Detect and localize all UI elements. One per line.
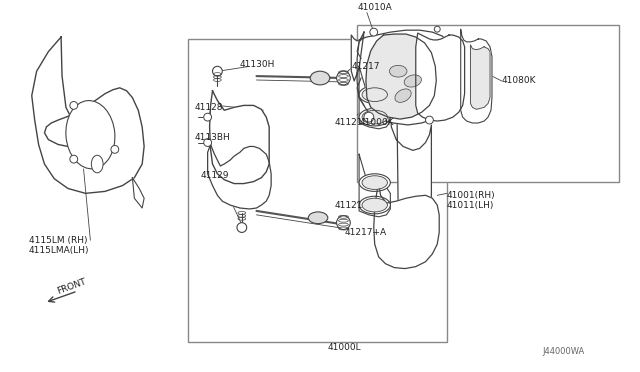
Circle shape <box>204 113 212 121</box>
Polygon shape <box>132 178 144 208</box>
Text: 41080K: 41080K <box>502 77 536 86</box>
Ellipse shape <box>362 198 387 212</box>
Text: 41217+A: 41217+A <box>344 228 387 237</box>
Ellipse shape <box>310 71 330 85</box>
Text: 41000K: 41000K <box>360 119 395 128</box>
Polygon shape <box>359 66 390 129</box>
Polygon shape <box>359 154 390 217</box>
Circle shape <box>212 66 222 76</box>
Polygon shape <box>416 33 465 121</box>
Ellipse shape <box>359 86 390 103</box>
Text: 4115LMA(LH): 4115LMA(LH) <box>29 246 90 254</box>
Circle shape <box>111 145 118 153</box>
Circle shape <box>435 26 440 32</box>
Text: 41010A: 41010A <box>357 3 392 12</box>
Ellipse shape <box>66 100 115 169</box>
Polygon shape <box>209 91 269 183</box>
Text: 4115LM (RH): 4115LM (RH) <box>29 236 87 245</box>
Circle shape <box>337 71 350 85</box>
Text: 41000L: 41000L <box>328 343 361 352</box>
Circle shape <box>364 112 374 122</box>
Text: 41121: 41121 <box>335 119 363 128</box>
Bar <box>357 25 619 182</box>
Ellipse shape <box>404 75 422 87</box>
Text: 41217: 41217 <box>351 62 380 71</box>
Text: 41121: 41121 <box>335 201 363 209</box>
Text: 41001(RH): 41001(RH) <box>447 191 495 200</box>
Circle shape <box>70 155 77 163</box>
Ellipse shape <box>308 212 328 224</box>
Ellipse shape <box>395 89 412 102</box>
Text: 41129: 41129 <box>201 171 229 180</box>
Ellipse shape <box>359 108 390 126</box>
Text: 41128: 41128 <box>195 103 223 112</box>
Ellipse shape <box>362 88 387 102</box>
Ellipse shape <box>359 174 390 191</box>
Text: 41130H: 41130H <box>240 60 275 69</box>
Circle shape <box>370 28 378 36</box>
Ellipse shape <box>92 155 103 173</box>
Circle shape <box>337 216 350 230</box>
Text: J44000WA: J44000WA <box>543 347 585 356</box>
Polygon shape <box>32 37 144 193</box>
Circle shape <box>426 116 433 124</box>
Polygon shape <box>461 29 492 123</box>
Polygon shape <box>390 49 431 225</box>
Polygon shape <box>207 144 271 209</box>
Ellipse shape <box>362 110 387 124</box>
Polygon shape <box>470 45 490 109</box>
Circle shape <box>70 102 77 109</box>
Polygon shape <box>366 34 436 119</box>
Text: 41011(LH): 41011(LH) <box>447 201 494 209</box>
Text: 4113BH: 4113BH <box>195 133 230 142</box>
Ellipse shape <box>389 65 407 77</box>
Circle shape <box>204 139 212 147</box>
Ellipse shape <box>362 176 387 189</box>
Text: FRONT: FRONT <box>56 277 88 296</box>
Polygon shape <box>374 183 439 269</box>
Circle shape <box>237 223 246 232</box>
Ellipse shape <box>359 196 390 214</box>
Bar <box>188 39 447 342</box>
Polygon shape <box>351 30 455 125</box>
